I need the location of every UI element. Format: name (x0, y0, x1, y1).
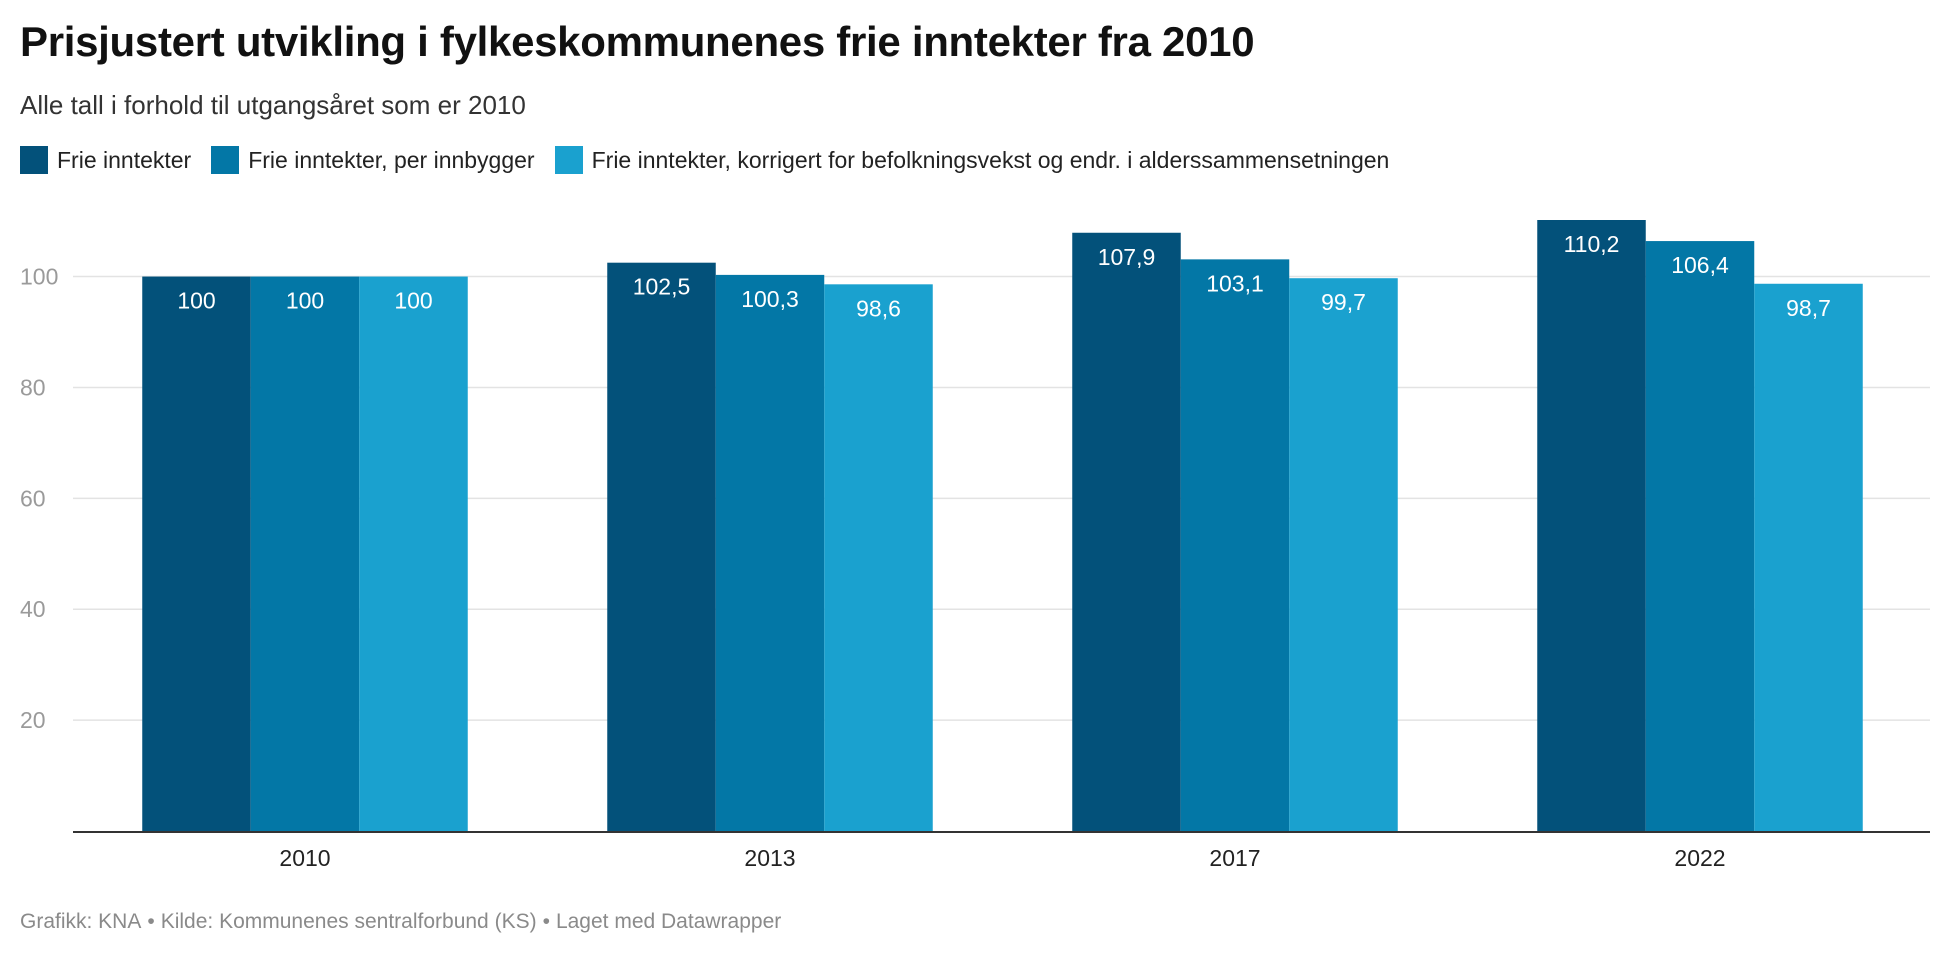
x-tick-label: 2022 (1674, 845, 1725, 871)
bar (607, 262, 716, 831)
data-label: 100 (177, 288, 215, 314)
data-label: 98,6 (856, 295, 901, 321)
data-label: 110,2 (1564, 231, 1620, 257)
y-tick-label: 60 (20, 485, 46, 511)
legend: Frie inntekter Frie inntekter, per innby… (20, 146, 1409, 174)
bar (142, 276, 251, 831)
footer-source: Kilde: Kommunenes sentralforbund (KS) (160, 910, 537, 933)
data-label: 106,4 (1671, 252, 1729, 278)
data-label: 100 (394, 288, 432, 314)
bar (1180, 259, 1290, 831)
data-label: 100,3 (741, 286, 799, 312)
data-label: 107,9 (1098, 244, 1156, 270)
data-label: 98,7 (1786, 295, 1831, 321)
chart-subtitle: Alle tall i forhold til utgangsåret som … (20, 90, 526, 120)
bar (1537, 220, 1646, 831)
legend-label: Frie inntekter (57, 146, 192, 173)
data-label: 102,5 (633, 274, 691, 300)
footer: Grafikk: KNA • Kilde: Kommunenes sentralfo… (20, 910, 782, 933)
legend-swatch (211, 146, 240, 174)
legend-item-korrigert: Frie inntekter, korrigert for befolkning… (554, 146, 1390, 174)
chart-title: Prisjustert utvikling i fylkeskommunenes… (20, 18, 1255, 65)
data-label: 103,1 (1206, 270, 1264, 296)
bar (359, 276, 468, 831)
legend-label: Frie inntekter, per innbygger (248, 146, 535, 173)
legend-item-frie-inntekter: Frie inntekter (20, 146, 191, 174)
bar (824, 284, 933, 831)
bar (1645, 241, 1755, 831)
y-tick-label: 100 (20, 264, 58, 290)
bar (250, 276, 360, 831)
legend-swatch (554, 146, 583, 174)
bar (715, 274, 825, 831)
bar (1072, 232, 1181, 832)
x-tick-label: 2017 (1209, 845, 1260, 871)
legend-label: Frie inntekter, korrigert for befolkning… (591, 146, 1390, 173)
legend-item-per-innbygger: Frie inntekter, per innbygger (211, 146, 535, 174)
bar (1289, 278, 1398, 831)
x-tick-label: 2010 (279, 845, 330, 871)
bar (1754, 283, 1863, 831)
y-tick-label: 40 (20, 596, 46, 622)
footer-made-with: Laget med Datawrapper (555, 910, 782, 933)
x-tick-label: 2013 (744, 845, 795, 871)
data-label: 99,7 (1321, 289, 1366, 315)
y-tick-label: 20 (20, 707, 46, 733)
data-label: 100 (286, 288, 324, 314)
legend-swatch (20, 146, 48, 174)
y-tick-label: 80 (20, 374, 46, 400)
footer-graphic: Grafikk: KNA (20, 910, 142, 933)
